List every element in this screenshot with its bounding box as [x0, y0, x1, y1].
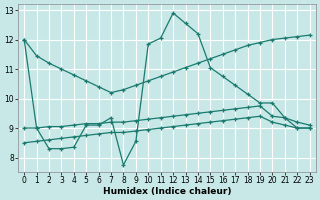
X-axis label: Humidex (Indice chaleur): Humidex (Indice chaleur): [103, 187, 231, 196]
